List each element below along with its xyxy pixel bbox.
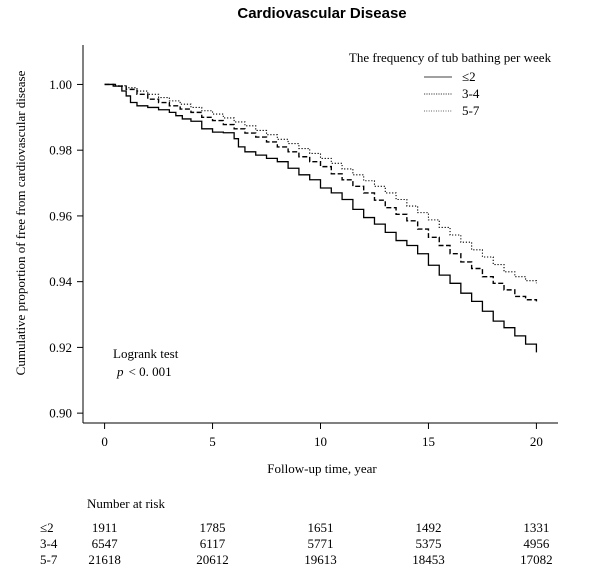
y-tick-label: 1.00 — [49, 77, 72, 92]
series-line-0 — [104, 83, 538, 353]
risk-cell: 6547 — [92, 536, 119, 551]
risk-cell: 21618 — [88, 552, 121, 567]
y-tick-label: 0.90 — [49, 406, 72, 421]
risk-cell: 1492 — [415, 520, 441, 535]
p-value: < 0. 001 — [129, 364, 172, 379]
chart-title: Cardiovascular Disease — [237, 5, 406, 22]
y-axis-label: Cumulative proportion of free from cardi… — [13, 70, 28, 375]
risk-cell: 1785 — [200, 520, 226, 535]
series-line-2 — [104, 83, 537, 284]
x-tick-label: 15 — [422, 434, 435, 449]
risk-cell: 5771 — [308, 536, 334, 551]
x-tick-label: 20 — [530, 434, 543, 449]
x-tick-label: 0 — [101, 434, 108, 449]
y-tick-label: 0.96 — [49, 208, 72, 223]
x-tick-label: 10 — [314, 434, 327, 449]
risk-cell: 20612 — [196, 552, 229, 567]
risk-cell: 4956 — [523, 536, 550, 551]
legend-entry-5-7: 5-7 — [462, 103, 480, 118]
risk-cell: 1331 — [523, 520, 549, 535]
risk-cell: 19613 — [304, 552, 337, 567]
series-line-1 — [104, 83, 538, 302]
logrank-label: Logrank test — [113, 346, 179, 361]
legend-entry-le2: ≤2 — [462, 69, 476, 84]
logrank-annotation: Logrank test p < 0. 001 — [113, 346, 179, 379]
risk-table-title: Number at risk — [87, 496, 165, 511]
legend-title: The frequency of tub bathing per week — [349, 50, 552, 65]
p-symbol: p — [116, 364, 124, 379]
risk-cell: 5375 — [415, 536, 441, 551]
risk-row-label: ≤2 — [40, 520, 54, 535]
legend-entry-3-4: 3-4 — [462, 86, 480, 101]
y-tick-label: 0.98 — [49, 143, 72, 158]
axes: 0.90 0.92 0.94 0.96 0.98 1.00 0 5 10 15 20 — [49, 45, 558, 449]
x-tick-label: 5 — [209, 434, 216, 449]
risk-cell: 17082 — [520, 552, 553, 567]
y-tick-label: 0.92 — [49, 340, 72, 355]
risk-cell: 6117 — [200, 536, 226, 551]
risk-row-label: 5-7 — [40, 552, 58, 567]
risk-table: Number at risk ≤2 1911 1785 1651 1492 1331 3-4… — [40, 496, 553, 567]
risk-cell: 1651 — [308, 520, 334, 535]
risk-cell: 18453 — [412, 552, 445, 567]
legend: The frequency of tub bathing per week ≤2… — [349, 50, 552, 118]
risk-cell: 1911 — [92, 520, 118, 535]
series-layer — [104, 83, 538, 353]
p-value-text: p < 0. 001 — [116, 364, 172, 379]
x-axis-label: Follow-up time, year — [267, 461, 377, 476]
y-tick-label: 0.94 — [49, 274, 72, 289]
risk-row-label: 3-4 — [40, 536, 58, 551]
